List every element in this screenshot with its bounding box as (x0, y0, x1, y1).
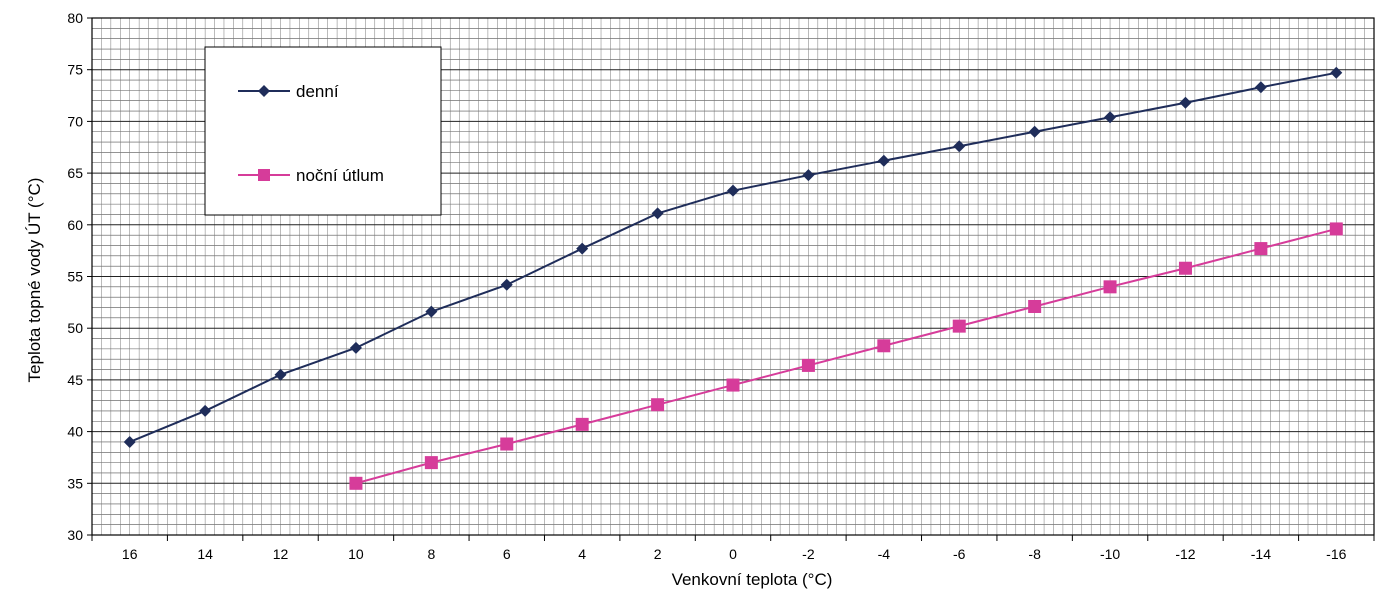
data-point-diamond (877, 154, 890, 167)
x-tick-label: -2 (802, 546, 815, 562)
data-point-diamond (802, 169, 815, 182)
y-tick-label: 35 (67, 475, 83, 491)
data-point-diamond (651, 207, 664, 220)
x-tick-label: 2 (654, 546, 662, 562)
x-tick-label: 0 (729, 546, 737, 562)
data-point-square (1028, 299, 1042, 313)
y-tick-label: 60 (67, 217, 83, 233)
x-tick-label: 12 (273, 546, 289, 562)
legend-item-nocni-utlum: noční útlum (238, 166, 384, 185)
legend-label-denni: denní (296, 82, 339, 101)
data-point-diamond (727, 184, 739, 197)
y-tick-label: 45 (67, 372, 83, 388)
legend-label-nocni-utlum: noční útlum (296, 166, 384, 185)
legend-item-denni: denní (238, 82, 339, 101)
x-tick-label: -8 (1028, 546, 1041, 562)
series-layer (123, 66, 1343, 490)
data-point-diamond (953, 140, 966, 153)
y-tick-label: 70 (67, 113, 83, 129)
y-tick-label: 80 (67, 10, 83, 26)
y-axis-title: Teplota topné vody ÚT (°C) (25, 178, 44, 383)
data-point-diamond (199, 404, 212, 417)
data-point-square (500, 437, 514, 451)
y-tick-label: 55 (67, 269, 83, 285)
data-point-square (424, 456, 438, 470)
legend: denní noční útlum (204, 46, 442, 216)
data-point-square (575, 417, 589, 431)
data-point-square (801, 358, 815, 372)
x-tick-label: 14 (197, 546, 213, 562)
x-tick-label: 16 (122, 546, 138, 562)
data-point-square (952, 319, 966, 333)
x-tick-label: 10 (348, 546, 364, 562)
legend-diamond-marker (258, 85, 270, 97)
data-point-square (651, 398, 665, 412)
data-point-diamond (349, 341, 362, 354)
x-tick-label: -16 (1326, 546, 1346, 562)
x-tick-label: -10 (1100, 546, 1120, 562)
legend-box (204, 46, 442, 216)
x-tick-label: -6 (953, 546, 966, 562)
data-point-diamond (123, 435, 136, 448)
data-point-diamond (1179, 96, 1192, 109)
x-tick-label: -12 (1175, 546, 1195, 562)
data-point-square (1254, 242, 1268, 256)
y-tick-label: 75 (67, 62, 83, 78)
x-axis-title: Venkovní teplota (°C) (672, 570, 833, 589)
legend-square-marker (258, 169, 270, 181)
data-point-diamond (500, 278, 513, 291)
y-tick-label: 30 (67, 527, 83, 543)
data-point-diamond (1254, 81, 1267, 94)
series-nocni-utlum (349, 222, 1343, 490)
data-point-diamond (1028, 125, 1041, 138)
y-tick-label: 65 (67, 165, 83, 181)
y-tick-label: 50 (67, 320, 83, 336)
y-tick-label: 40 (67, 424, 83, 440)
data-point-square (1178, 261, 1192, 275)
data-point-square (1329, 222, 1343, 236)
data-point-square (1103, 280, 1117, 294)
data-point-square (877, 339, 891, 353)
x-tick-label: -14 (1251, 546, 1271, 562)
series-denni (123, 66, 1343, 448)
data-point-diamond (1330, 66, 1343, 79)
x-tick-label: 4 (578, 546, 586, 562)
x-tick-label: 6 (503, 546, 511, 562)
x-axis-ticks: 16 14 12 10 8 6 4 2 0 -2 -4 -6 -8 -10 -12 -14 -16 (91, 535, 1375, 562)
data-point-square (349, 476, 363, 490)
data-point-diamond (576, 242, 589, 255)
series-line (355, 227, 1337, 485)
data-point-diamond (425, 305, 438, 318)
data-point-square (726, 378, 740, 392)
y-axis-ticks: 30 35 40 45 50 55 60 65 70 75 80 (67, 10, 92, 543)
x-tick-label: -4 (878, 546, 891, 562)
data-point-diamond (1104, 111, 1117, 124)
x-tick-label: 8 (427, 546, 435, 562)
data-point-diamond (274, 368, 287, 381)
